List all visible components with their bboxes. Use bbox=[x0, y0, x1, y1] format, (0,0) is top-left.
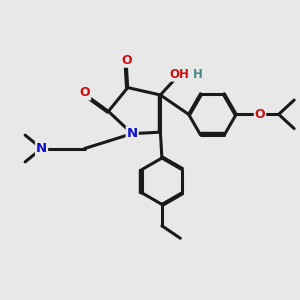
Text: H: H bbox=[193, 68, 203, 81]
Text: O: O bbox=[121, 54, 131, 67]
Text: O: O bbox=[255, 108, 265, 121]
Text: OH: OH bbox=[170, 68, 190, 81]
Text: O: O bbox=[80, 86, 90, 99]
Text: N: N bbox=[127, 127, 138, 140]
Text: N: N bbox=[36, 142, 47, 155]
